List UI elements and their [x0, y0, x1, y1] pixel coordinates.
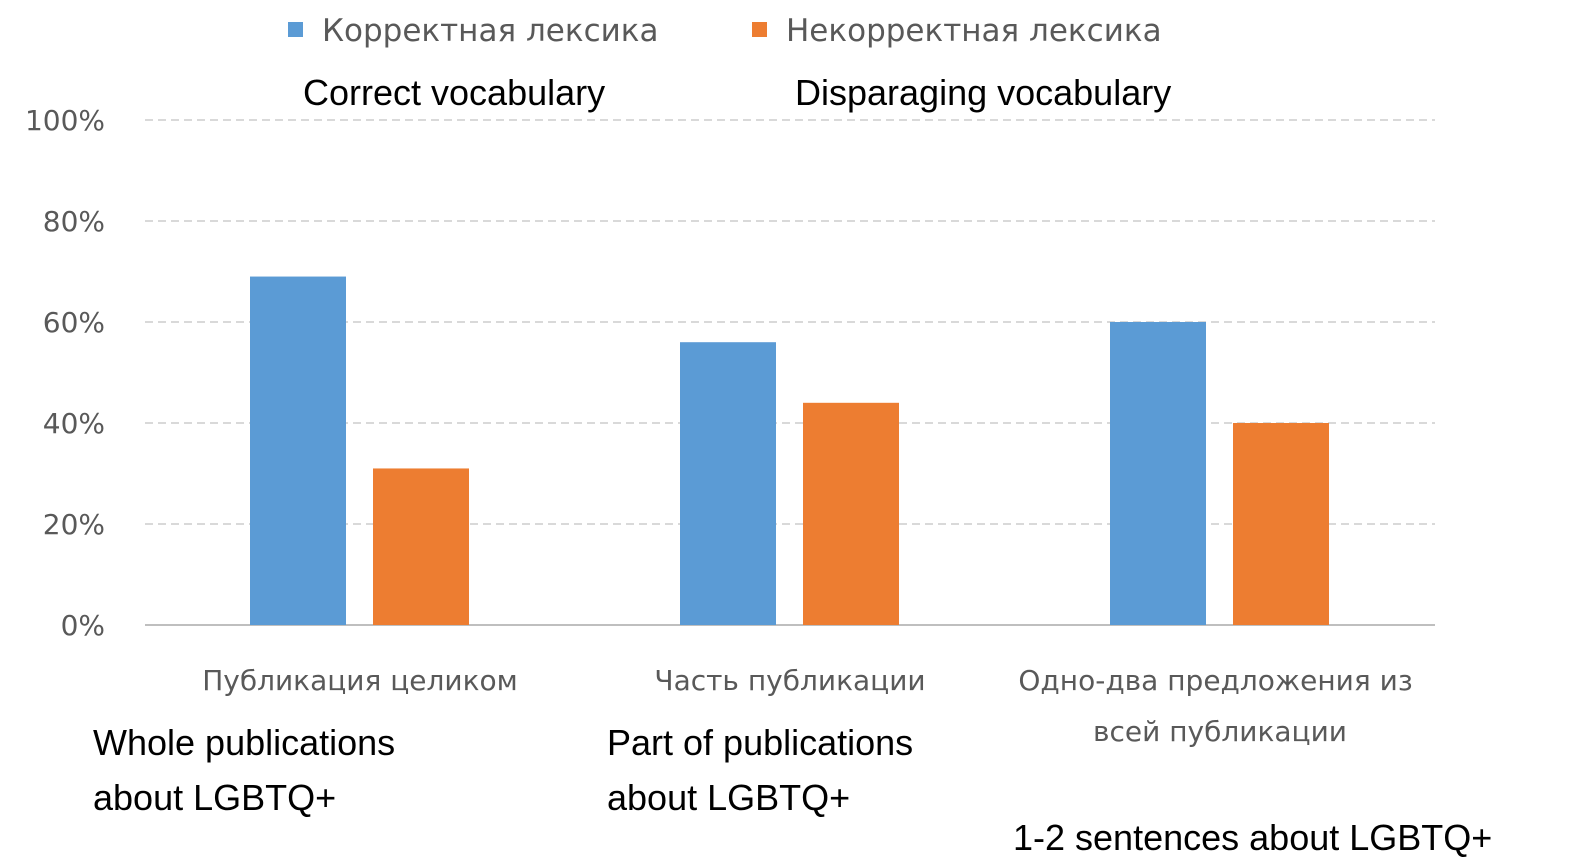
y-tick-label: 60%: [43, 306, 105, 339]
y-tick-label: 0%: [61, 609, 105, 642]
x-tick-label: Публикация целиком: [202, 664, 518, 697]
bar: [1233, 423, 1329, 625]
annotation: Correct vocabulary: [303, 72, 605, 113]
bar: [250, 276, 346, 625]
annotation: 1-2 sentences about LGBTQ+: [1013, 817, 1492, 858]
legend-swatch: [288, 22, 303, 37]
x-tick-label: Часть публикации: [654, 664, 925, 697]
annotation: Disparaging vocabulary: [795, 72, 1171, 113]
legend-label: Корректная лексика: [322, 13, 658, 49]
bar: [803, 402, 899, 625]
y-tick-label: 100%: [25, 104, 105, 137]
annotation: Whole publications about LGBTQ+: [93, 722, 405, 818]
bar: [680, 342, 776, 625]
bar: [1110, 322, 1206, 625]
y-tick-label: 80%: [43, 205, 105, 238]
legend-label: Некорректная лексика: [786, 13, 1162, 49]
bar: [373, 468, 469, 625]
annotation: Part of publications about LGBTQ+: [607, 722, 923, 818]
y-tick-label: 40%: [43, 407, 105, 440]
legend-swatch: [752, 22, 767, 37]
y-tick-label: 20%: [43, 508, 105, 541]
x-tick-label: Одно-два предложения из всей публикации: [1018, 664, 1421, 748]
